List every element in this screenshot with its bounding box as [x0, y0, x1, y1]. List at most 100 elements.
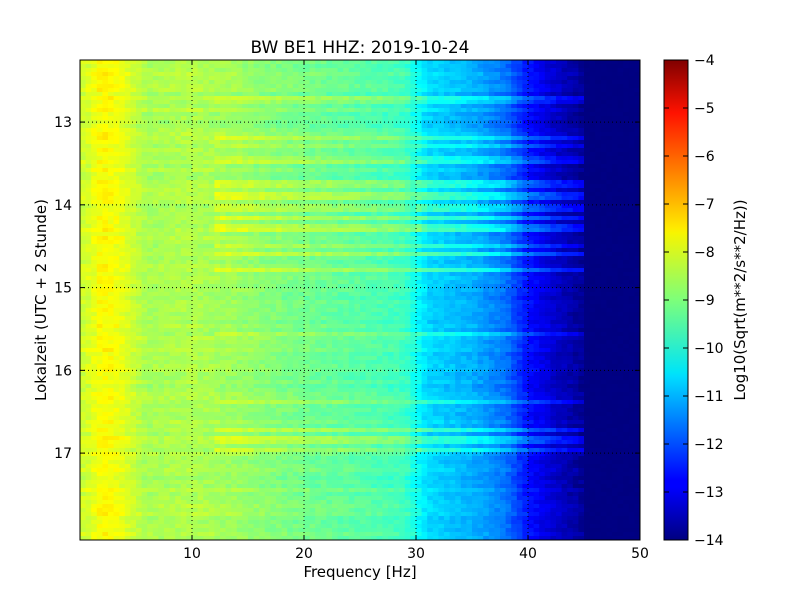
heatmap-cell: [511, 152, 518, 157]
heatmap-cell: [410, 144, 417, 149]
heatmap-cell: [96, 156, 103, 161]
heatmap-cell: [175, 252, 182, 257]
heatmap-cell: [544, 232, 551, 237]
heatmap-cell: [208, 252, 215, 257]
heatmap-cell: [141, 112, 148, 117]
heatmap-cell: [175, 108, 182, 113]
heatmap-cell: [220, 200, 227, 205]
heatmap-cell: [617, 88, 624, 93]
heatmap-cell: [561, 60, 568, 65]
heatmap-cell: [539, 236, 546, 241]
heatmap-cell: [343, 228, 350, 233]
heatmap-cell: [617, 240, 624, 245]
heatmap-cell: [332, 116, 339, 121]
heatmap-cell: [281, 188, 288, 193]
heatmap-cell: [410, 188, 417, 193]
heatmap-cell: [108, 212, 115, 217]
heatmap-cell: [85, 116, 92, 121]
heatmap-cell: [270, 80, 277, 85]
heatmap-cell: [152, 212, 159, 217]
heatmap-cell: [180, 84, 187, 89]
heatmap-cell: [298, 152, 305, 157]
heatmap-cell: [136, 228, 143, 233]
heatmap-cell: [186, 64, 193, 69]
heatmap-cell: [220, 252, 227, 257]
heatmap-cell: [130, 136, 137, 141]
heatmap-cell: [382, 92, 389, 97]
heatmap-cell: [276, 128, 283, 133]
heatmap-cell: [91, 192, 98, 197]
heatmap-cell: [208, 100, 215, 105]
heatmap-cell: [136, 188, 143, 193]
heatmap-cell: [203, 100, 210, 105]
heatmap-cell: [399, 112, 406, 117]
heatmap-cell: [544, 84, 551, 89]
heatmap-cell: [617, 92, 624, 97]
heatmap-cell: [578, 244, 585, 249]
heatmap-cell: [276, 168, 283, 173]
heatmap-cell: [539, 64, 546, 69]
heatmap-cell: [432, 100, 439, 105]
heatmap-cell: [522, 228, 529, 233]
heatmap-cell: [175, 228, 182, 233]
heatmap-cell: [455, 132, 462, 137]
heatmap-cell: [136, 156, 143, 161]
heatmap-cell: [365, 104, 372, 109]
heatmap-cell: [192, 104, 199, 109]
heatmap-cell: [360, 180, 367, 185]
heatmap-cell: [287, 68, 294, 73]
heatmap-cell: [393, 208, 400, 213]
heatmap-cell: [169, 184, 176, 189]
heatmap-cell: [500, 60, 507, 65]
heatmap-cell: [197, 192, 204, 197]
heatmap-cell: [102, 136, 109, 141]
heatmap-cell: [466, 108, 473, 113]
heatmap-cell: [119, 132, 126, 137]
heatmap-cell: [91, 112, 98, 117]
heatmap-cell: [410, 192, 417, 197]
heatmap-cell: [253, 88, 260, 93]
heatmap-cell: [516, 68, 523, 73]
heatmap-cell: [276, 224, 283, 229]
heatmap-cell: [197, 188, 204, 193]
heatmap-cell: [416, 188, 423, 193]
heatmap-cell: [595, 76, 602, 81]
heatmap-cell: [80, 140, 87, 145]
heatmap-cell: [399, 164, 406, 169]
heatmap-cell: [96, 244, 103, 249]
heatmap-cell: [483, 228, 490, 233]
heatmap-cell: [158, 120, 165, 125]
heatmap-cell: [169, 236, 176, 241]
heatmap-cell: [270, 180, 277, 185]
heatmap-cell: [231, 84, 238, 89]
heatmap-cell: [360, 184, 367, 189]
heatmap-cell: [634, 132, 640, 137]
heatmap-cell: [606, 244, 613, 249]
heatmap-cell: [388, 212, 395, 217]
heatmap-cell: [488, 112, 495, 117]
heatmap-cell: [472, 60, 479, 65]
heatmap-cell: [315, 236, 322, 241]
heatmap-cell: [421, 136, 428, 141]
heatmap-cell: [96, 160, 103, 165]
heatmap-cell: [192, 140, 199, 145]
heatmap-cell: [617, 200, 624, 205]
heatmap-cell: [220, 248, 227, 253]
heatmap-cell: [628, 224, 635, 229]
heatmap-cell: [225, 116, 232, 121]
heatmap-cell: [259, 80, 266, 85]
heatmap-cell: [438, 144, 445, 149]
heatmap-cell: [410, 168, 417, 173]
heatmap-cell: [528, 124, 535, 129]
heatmap-cell: [292, 84, 299, 89]
heatmap-cell: [511, 120, 518, 125]
heatmap-cell: [208, 164, 215, 169]
heatmap-cell: [304, 236, 311, 241]
heatmap-cell: [376, 136, 383, 141]
heatmap-cell: [203, 148, 210, 153]
heatmap-cell: [584, 76, 591, 81]
heatmap-cell: [382, 132, 389, 137]
heatmap-cell: [287, 208, 294, 213]
heatmap-cell: [236, 60, 243, 65]
heatmap-cell: [500, 172, 507, 177]
